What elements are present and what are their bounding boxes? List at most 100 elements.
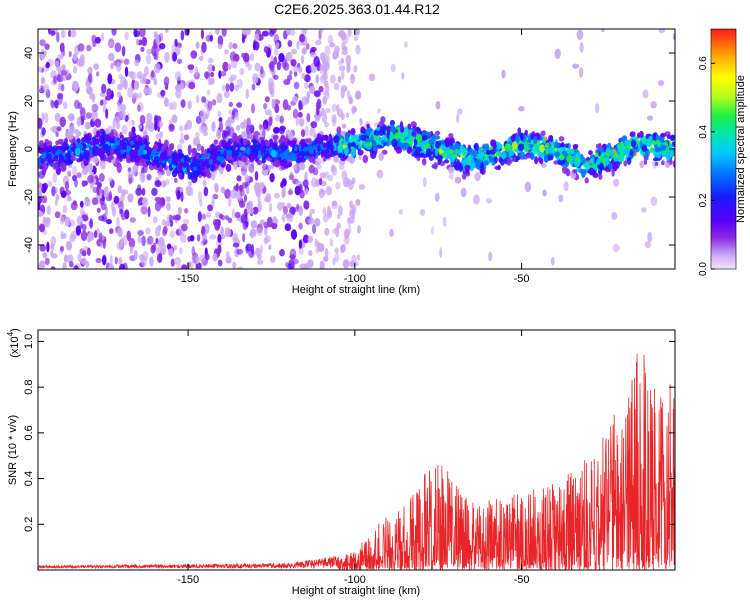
- heatmap-cell: [57, 54, 64, 60]
- heatmap-cell: [357, 149, 364, 156]
- heatmap-cell: [87, 231, 95, 242]
- heatmap-cell: [209, 34, 213, 42]
- heatmap-cell: [259, 219, 265, 225]
- heatmap-cell: [268, 116, 273, 127]
- heatmap-cell: [55, 140, 60, 146]
- heatmap-cell: [269, 202, 273, 213]
- heatmap-cell: [573, 144, 578, 150]
- heatmap-cell: [111, 202, 115, 212]
- heatmap-cell: [242, 52, 250, 63]
- heatmap-cell: [474, 172, 481, 182]
- heatmap-cell: [341, 244, 346, 252]
- heatmap-cell: [119, 263, 126, 269]
- heatmap-cell: [141, 36, 148, 47]
- heatmap-cell: [340, 31, 347, 41]
- heatmap-cell: [581, 169, 587, 176]
- heatmap-cell: [161, 169, 165, 176]
- heatmap-cell: [353, 65, 358, 73]
- heatmap-cell: [276, 60, 282, 71]
- heatmap-cell: [293, 164, 298, 171]
- heatmap-cell: [236, 125, 241, 131]
- heatmap-cell: [80, 257, 87, 265]
- heatmap-cell: [359, 118, 363, 126]
- heatmap-cell: [187, 171, 193, 180]
- heatmap-cell: [52, 162, 59, 170]
- heatmap-cell: [195, 41, 200, 49]
- heatmap-cell: [329, 74, 336, 84]
- heatmap-cell: [100, 99, 104, 106]
- heatmap-cell: [322, 65, 328, 76]
- heatmap-cell: [234, 111, 239, 121]
- heatmap-cell: [150, 69, 155, 78]
- heatmap-cell: [337, 75, 342, 84]
- heatmap-cell: [299, 150, 306, 157]
- heatmap-cell: [657, 80, 665, 86]
- y-tick-label: 0: [23, 146, 35, 152]
- heatmap-cell: [319, 52, 326, 61]
- heatmap-cell: [188, 81, 196, 90]
- heatmap-cell: [99, 241, 104, 249]
- heatmap-cell: [304, 151, 311, 157]
- heatmap-cell: [437, 159, 441, 166]
- heatmap-cell: [161, 219, 166, 226]
- heatmap-cell: [86, 139, 91, 145]
- heatmap-cell: [184, 123, 189, 131]
- heatmap-cell: [670, 150, 674, 157]
- heatmap-cell: [236, 175, 242, 182]
- heatmap-cell: [571, 148, 575, 154]
- heatmap-cell: [165, 196, 171, 203]
- heatmap-cell: [508, 149, 515, 157]
- heatmap-cell: [653, 157, 659, 162]
- heatmap-cell: [434, 130, 441, 136]
- heatmap-cell: [101, 135, 106, 145]
- heatmap-cell: [240, 121, 246, 130]
- heatmap-cell: [605, 147, 611, 154]
- heatmap-cell: [260, 65, 264, 75]
- heatmap-cell: [457, 108, 463, 115]
- y-tick-label: -40: [23, 237, 35, 253]
- heatmap-cell: [121, 124, 128, 135]
- heatmap-cell: [175, 155, 181, 163]
- heatmap-cell: [114, 140, 120, 146]
- heatmap-cell: [304, 74, 311, 83]
- heatmap-cell: [56, 126, 62, 132]
- heatmap-cell: [344, 149, 349, 157]
- heatmap-cell: [579, 67, 584, 78]
- heatmap-cell: [79, 200, 84, 208]
- heatmap-cell: [378, 152, 384, 161]
- heatmap-cell: [470, 158, 475, 166]
- heatmap-cell: [213, 139, 218, 145]
- heatmap-cell: [51, 253, 58, 259]
- spectrogram-panel: -150 -100 -50 -40 -20 0 20 40 Height of straig…: [7, 28, 676, 296]
- heatmap-cell: [210, 164, 216, 171]
- heatmap-cell: [333, 50, 339, 59]
- heatmap-cell: [108, 264, 115, 269]
- heatmap-cell: [672, 33, 675, 40]
- heatmap-cell: [613, 244, 620, 252]
- heatmap-cell: [180, 30, 185, 41]
- heatmap-cell: [87, 66, 93, 74]
- heatmap-cell: [236, 102, 243, 108]
- heatmap-cell: [341, 170, 348, 181]
- heatmap-cell: [124, 31, 129, 41]
- heatmap-cell: [626, 156, 632, 165]
- heatmap-cell: [38, 263, 43, 269]
- heatmap-cell: [350, 128, 356, 136]
- heatmap-cell: [355, 199, 361, 206]
- heatmap-cell: [205, 72, 209, 80]
- heatmap-cell: [43, 83, 50, 93]
- heatmap-cell: [533, 135, 538, 145]
- heatmap-cell: [100, 202, 107, 211]
- heatmap-cell: [318, 85, 324, 93]
- heatmap-cell: [233, 53, 240, 63]
- heatmap-cell: [358, 184, 366, 190]
- heatmap-cell: [403, 128, 408, 136]
- heatmap-cell: [345, 137, 349, 142]
- heatmap-cell: [258, 123, 262, 130]
- heatmap-cell: [422, 140, 429, 145]
- heatmap-cell: [158, 120, 164, 128]
- heatmap-cell: [312, 224, 317, 234]
- heatmap-cell: [179, 247, 183, 255]
- heatmap-cell: [346, 217, 352, 225]
- heatmap-cell: [332, 228, 339, 234]
